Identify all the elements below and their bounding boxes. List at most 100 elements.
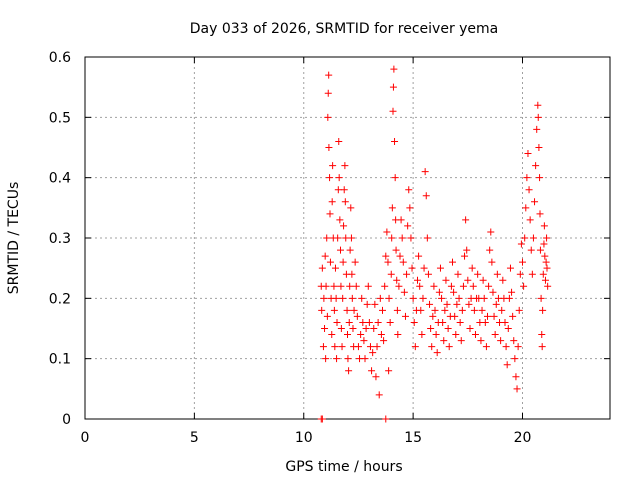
data-point <box>389 107 397 115</box>
data-point <box>340 186 348 194</box>
data-point <box>444 325 452 332</box>
data-point <box>499 276 507 284</box>
data-point <box>386 318 394 326</box>
data-point <box>533 125 541 133</box>
data-point <box>517 240 525 248</box>
data-point <box>461 252 469 260</box>
data-point <box>318 415 326 423</box>
data-point <box>464 276 472 284</box>
data-point <box>348 270 356 278</box>
data-point <box>497 337 505 345</box>
data-point <box>326 210 334 218</box>
y-tick-label: 0 <box>62 412 71 428</box>
data-point <box>336 216 344 224</box>
data-point <box>410 318 418 326</box>
data-point <box>471 331 479 339</box>
data-point <box>414 276 421 284</box>
data-point <box>508 288 516 296</box>
y-tick-label: 0.5 <box>49 110 71 126</box>
y-tick-label: 0.2 <box>49 291 71 307</box>
data-points <box>317 65 552 423</box>
data-point <box>379 306 386 314</box>
data-point <box>334 234 342 242</box>
data-point <box>513 385 521 393</box>
data-point <box>542 258 550 266</box>
data-point <box>318 306 326 314</box>
data-point <box>339 294 347 302</box>
data-point <box>326 174 334 182</box>
data-point <box>480 294 488 302</box>
data-point <box>426 300 434 308</box>
data-point <box>442 276 450 284</box>
y-tick-labels: 0 0.1 0.2 0.3 0.4 0.5 0.6 <box>49 50 71 428</box>
data-point <box>520 282 528 290</box>
data-point <box>392 246 400 254</box>
data-point <box>330 306 338 314</box>
data-point <box>454 270 462 278</box>
data-point <box>478 306 486 314</box>
data-point <box>534 101 542 109</box>
data-point <box>479 276 487 284</box>
data-point <box>492 300 500 308</box>
data-point <box>360 337 368 345</box>
data-point <box>338 343 346 351</box>
data-point <box>329 162 337 170</box>
data-point <box>417 306 425 314</box>
data-point <box>370 325 378 332</box>
data-point <box>511 355 519 363</box>
x-tick-label: 10 <box>295 430 313 446</box>
data-point <box>382 415 390 423</box>
data-point <box>531 198 539 206</box>
data-point <box>506 264 514 272</box>
data-point <box>323 312 331 320</box>
data-point <box>515 306 523 314</box>
data-point <box>429 312 437 320</box>
data-point <box>449 258 456 266</box>
data-point <box>359 318 367 326</box>
data-point <box>391 137 399 145</box>
data-point <box>539 270 547 278</box>
data-point <box>415 252 423 260</box>
data-point <box>535 144 543 151</box>
data-point <box>466 325 474 332</box>
data-point <box>469 282 477 290</box>
data-point <box>512 373 520 381</box>
data-point <box>403 270 411 278</box>
data-point <box>419 294 427 302</box>
data-point <box>455 294 463 302</box>
data-point <box>390 65 398 73</box>
data-point <box>334 186 342 194</box>
data-point <box>420 264 428 272</box>
data-point <box>384 258 392 266</box>
data-point <box>325 71 333 79</box>
data-point <box>387 270 395 278</box>
data-point <box>339 258 347 266</box>
data-point <box>385 294 393 302</box>
data-point <box>346 246 354 254</box>
x-tick-labels: 0 5 10 15 20 <box>81 430 532 446</box>
data-point <box>443 300 451 308</box>
data-point <box>441 306 449 314</box>
x-tick-label: 15 <box>404 430 422 446</box>
data-point <box>328 331 336 339</box>
data-point <box>347 204 355 212</box>
data-point <box>337 282 345 290</box>
data-point <box>321 252 329 260</box>
data-point <box>375 391 383 399</box>
data-point <box>352 282 360 290</box>
data-point <box>324 113 332 121</box>
data-point <box>388 234 396 242</box>
data-point <box>509 312 517 320</box>
data-point <box>447 282 455 290</box>
data-point <box>524 150 532 158</box>
data-point <box>501 318 509 326</box>
data-point <box>407 234 415 242</box>
data-point <box>521 234 529 242</box>
data-point <box>343 306 351 314</box>
data-point <box>351 258 359 266</box>
data-point <box>525 186 533 194</box>
data-point <box>362 325 370 332</box>
data-point <box>477 337 485 345</box>
data-point <box>337 325 345 332</box>
data-point <box>465 300 473 308</box>
